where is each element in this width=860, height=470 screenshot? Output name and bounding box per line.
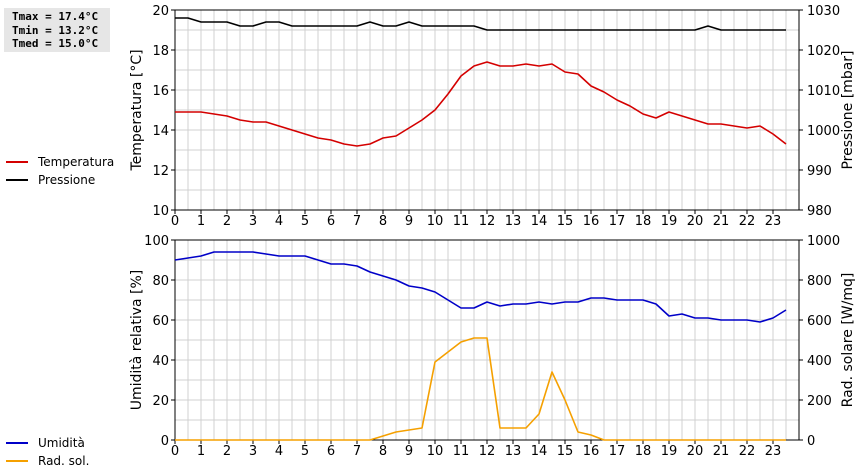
y2-tick-label-bottom: 600 [807, 314, 832, 329]
x-tick-label-bottom: 12 [479, 444, 496, 459]
legend-label-umidita: Umidità [38, 436, 85, 450]
x-tick-label-top: 21 [713, 214, 730, 229]
legend-swatch-pressione [6, 179, 28, 181]
y2-tick-label-top: 1000 [807, 124, 840, 139]
y2-tick-label-top: 1010 [807, 84, 840, 99]
y2-tick-label-bottom: 1000 [807, 234, 840, 249]
tmed-label: Tmed = 15.0°C [12, 37, 99, 50]
legend-item-umidita: Umidità [6, 434, 89, 452]
x-tick-label-top: 3 [249, 214, 257, 229]
x-tick-label-bottom: 16 [583, 444, 600, 459]
x-tick-label-bottom: 5 [301, 444, 309, 459]
x-tick-label-top: 9 [405, 214, 413, 229]
y-tick-label-top: 16 [152, 84, 169, 99]
y-tick-label-bottom: 40 [152, 354, 169, 369]
x-tick-label-bottom: 6 [327, 444, 335, 459]
legend-swatch-umidita [6, 442, 28, 444]
x-tick-label-bottom: 0 [171, 444, 179, 459]
x-tick-label-bottom: 20 [687, 444, 704, 459]
series-line-rad-sol [175, 337, 786, 441]
x-tick-label-bottom: 22 [739, 444, 756, 459]
y-tick-label-bottom: 100 [144, 234, 169, 249]
y-tick-label-top: 10 [152, 204, 169, 219]
y-tick-label-bottom: 20 [152, 394, 169, 409]
y2-tick-label-bottom: 200 [807, 394, 832, 409]
legend-top: Temperatura Pressione [6, 153, 114, 189]
legend-label-temperatura: Temperatura [38, 155, 115, 169]
legend-item-temperatura: Temperatura [6, 153, 114, 171]
y-tick-label-top: 12 [152, 164, 169, 179]
y2-tick-label-bottom: 800 [807, 274, 832, 289]
y2-tick-label-bottom: 0 [807, 434, 815, 449]
x-tick-label-top: 7 [353, 214, 361, 229]
y2-axis-label-bottom: Rad. solare [W/mq] [840, 273, 856, 408]
x-tick-label-bottom: 7 [353, 444, 361, 459]
y-tick-label-top: 18 [152, 44, 169, 59]
y-axis-label-bottom: Umidità relativa [%] [129, 270, 145, 411]
x-tick-label-bottom: 9 [405, 444, 413, 459]
x-tick-label-bottom: 11 [453, 444, 470, 459]
x-tick-label-top: 11 [453, 214, 470, 229]
x-tick-label-top: 6 [327, 214, 335, 229]
tmin-label: Tmin = 13.2°C [12, 23, 99, 37]
x-tick-label-top: 18 [635, 214, 652, 229]
y-tick-label-top: 20 [152, 4, 169, 19]
y-tick-label-bottom: 0 [161, 434, 169, 449]
x-tick-label-top: 1 [197, 214, 205, 229]
x-tick-label-bottom: 19 [661, 444, 678, 459]
y2-axis-label-top: Pressione [mbar] [840, 50, 856, 169]
x-tick-label-top: 0 [171, 214, 179, 229]
x-tick-label-top: 20 [687, 214, 704, 229]
y2-tick-label-top: 990 [807, 164, 832, 179]
x-tick-label-bottom: 17 [609, 444, 626, 459]
series-line-temperatura [175, 61, 787, 147]
x-tick-label-bottom: 10 [427, 444, 444, 459]
x-tick-label-bottom: 3 [249, 444, 257, 459]
y2-tick-label-top: 1020 [807, 44, 840, 59]
series-line-umidit [174, 251, 787, 323]
tmax-label: Tmax = 17.4°C [12, 10, 99, 23]
x-tick-label-bottom: 15 [557, 444, 574, 459]
stats-box: Tmax = 17.4°C Tmin = 13.2°C Tmed = 15.0°… [4, 8, 110, 52]
legend-swatch-temperatura [6, 161, 28, 163]
y-tick-label-bottom: 60 [152, 314, 169, 329]
x-tick-label-bottom: 14 [531, 444, 548, 459]
x-tick-label-top: 16 [583, 214, 600, 229]
x-tick-label-bottom: 13 [505, 444, 522, 459]
x-tick-label-top: 8 [379, 214, 387, 229]
x-tick-label-bottom: 8 [379, 444, 387, 459]
x-tick-label-top: 14 [531, 214, 548, 229]
x-tick-label-top: 17 [609, 214, 626, 229]
x-tick-label-bottom: 1 [197, 444, 205, 459]
x-tick-label-top: 15 [557, 214, 574, 229]
x-tick-label-bottom: 18 [635, 444, 652, 459]
y2-tick-label-top: 1030 [807, 4, 840, 19]
y-tick-label-top: 14 [152, 124, 169, 139]
x-tick-label-top: 13 [505, 214, 522, 229]
x-tick-label-bottom: 4 [275, 444, 283, 459]
legend-label-pressione: Pressione [38, 173, 96, 187]
x-tick-label-bottom: 21 [713, 444, 730, 459]
legend-item-pressione: Pressione [6, 171, 114, 189]
x-tick-label-top: 23 [765, 214, 782, 229]
charts-canvas: 0 1 2 3 4 5 6 7 8 9 10 11 12 13 14 15 16 17 18 19 20 21 22 2310… [129, 4, 856, 459]
y-tick-label-bottom: 80 [152, 274, 169, 289]
series-line-pressione [175, 17, 786, 31]
y2-tick-label-top: 980 [807, 204, 832, 219]
x-tick-label-top: 19 [661, 214, 678, 229]
y-axis-label-top: Temperatura [°C] [129, 49, 145, 171]
y2-tick-label-bottom: 400 [807, 354, 832, 369]
x-tick-label-top: 10 [427, 214, 444, 229]
x-tick-label-top: 2 [223, 214, 231, 229]
x-tick-label-bottom: 2 [223, 444, 231, 459]
legend-swatch-radsol [6, 460, 28, 462]
x-tick-label-top: 12 [479, 214, 496, 229]
x-tick-label-top: 22 [739, 214, 756, 229]
x-tick-label-bottom: 23 [765, 444, 782, 459]
x-tick-label-top: 4 [275, 214, 283, 229]
x-tick-label-top: 5 [301, 214, 309, 229]
